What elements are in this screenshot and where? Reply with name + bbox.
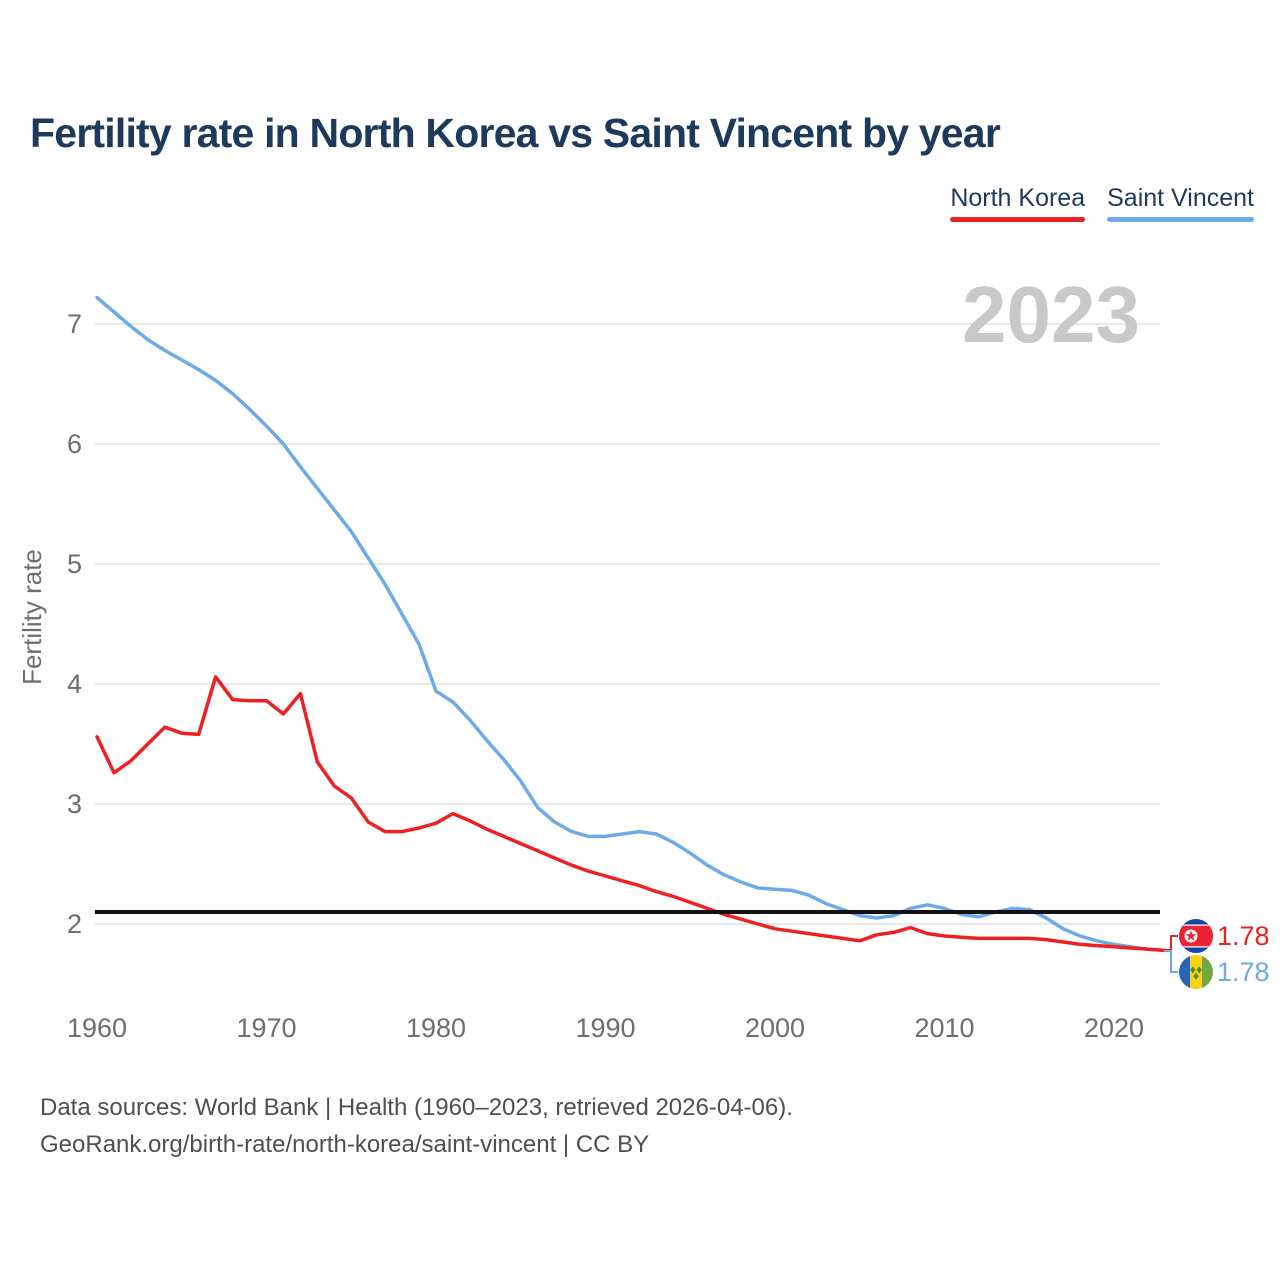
legend-item-saint-vincent[interactable]: Saint Vincent <box>1107 184 1254 222</box>
saint-vincent-flag-icon <box>1179 955 1213 989</box>
y-axis-title: Fertility rate <box>17 549 47 685</box>
saint-vincent-end-value: 1.78 <box>1217 957 1270 987</box>
y-tick-label-3: 3 <box>67 789 82 819</box>
footer-attribution: GeoRank.org/birth-rate/north-korea/saint… <box>40 1131 650 1158</box>
x-tick-label-1990: 1990 <box>575 1013 635 1043</box>
legend-item-north-korea[interactable]: North Korea <box>950 184 1086 222</box>
x-tick-label-1980: 1980 <box>406 1013 466 1043</box>
x-tick-label-2010: 2010 <box>914 1013 974 1043</box>
series-line-north-korea <box>95 675 1167 953</box>
series-line-saint-vincent <box>95 295 1167 953</box>
chart-title: Fertility rate in North Korea vs Saint V… <box>30 110 1001 156</box>
year-watermark: 2023 <box>962 270 1140 359</box>
legend-label-saint-vincent: Saint Vincent <box>1107 184 1254 212</box>
y-tick-label-4: 4 <box>67 669 82 699</box>
legend-label-north-korea: North Korea <box>950 184 1086 212</box>
x-tick-label-1960: 1960 <box>67 1013 127 1043</box>
north-korea-end-value: 1.78 <box>1217 921 1270 951</box>
north-korea-connector <box>1164 935 1178 951</box>
x-axis-tick-labels: 1960 1970 1980 1990 2000 2010 2020 <box>67 1013 1144 1043</box>
y-tick-label-2: 2 <box>67 909 82 939</box>
y-tick-label-7: 7 <box>67 309 82 339</box>
label-connectors <box>1164 935 1178 973</box>
series-lines <box>95 295 1167 953</box>
y-tick-label-5: 5 <box>67 549 82 579</box>
north-korea-flag-icon <box>1179 919 1213 953</box>
x-tick-label-2000: 2000 <box>745 1013 805 1043</box>
legend-underline-saint-vincent <box>1107 217 1254 222</box>
x-tick-label-2020: 2020 <box>1084 1013 1144 1043</box>
y-tick-label-6: 6 <box>67 429 82 459</box>
legend-underline-north-korea <box>950 217 1086 222</box>
footer-sources: Data sources: World Bank | Health (1960–… <box>40 1094 793 1121</box>
x-tick-label-1970: 1970 <box>236 1013 296 1043</box>
legend: North Korea Saint Vincent <box>950 184 1254 222</box>
saint-vincent-connector <box>1164 950 1178 973</box>
footer: Data sources: World Bank | Health (1960–… <box>40 1089 793 1163</box>
y-axis-tick-labels: 2 3 4 5 6 7 <box>67 309 82 939</box>
gridlines <box>95 323 1160 925</box>
